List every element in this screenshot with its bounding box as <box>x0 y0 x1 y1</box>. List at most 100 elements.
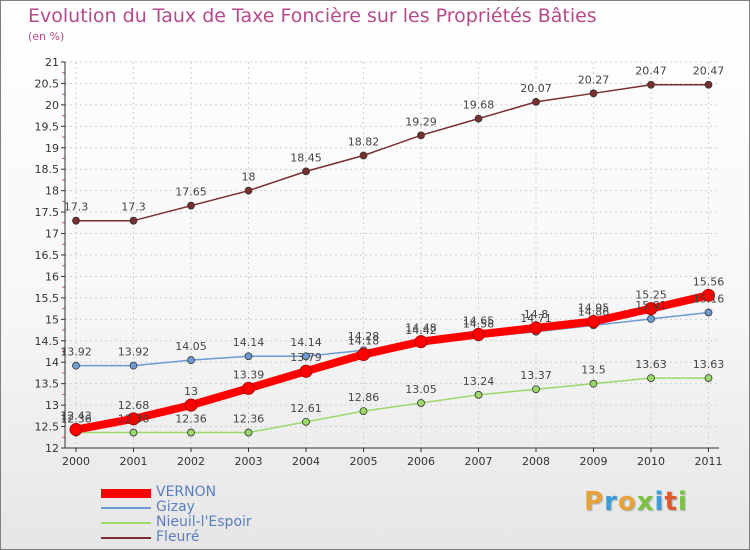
proxiti-logo: Proxiti <box>584 487 688 517</box>
x-tick-label: 2002 <box>177 455 205 468</box>
data-point-gizay <box>129 361 138 370</box>
data-point-nieuil-l-espoir <box>359 407 368 416</box>
data-label-fleur: 20.47 <box>693 65 725 78</box>
data-label-nieuil-l-espoir: 13.63 <box>635 358 667 371</box>
y-tick-label: 19 <box>45 142 59 155</box>
logo-letter: P <box>584 487 605 517</box>
y-tick-label: 15.5 <box>35 292 60 305</box>
data-label-vernon: 14.65 <box>463 314 495 327</box>
data-point-vernon <box>644 302 658 316</box>
data-point-fleur <box>647 80 655 89</box>
data-point-vernon <box>242 381 255 395</box>
data-point-fleur <box>72 216 80 225</box>
y-tick-label: 12 <box>45 442 59 455</box>
data-label-nieuil-l-espoir: 13.5 <box>581 364 606 377</box>
data-point-gizay <box>704 308 713 317</box>
legend-swatch <box>101 507 151 509</box>
data-label-nieuil-l-espoir: 12.36 <box>233 413 265 426</box>
data-label-fleur: 17.3 <box>64 201 89 214</box>
legend-label: Gizay <box>156 499 195 515</box>
data-label-vernon: 12.68 <box>118 399 150 412</box>
y-tick-label: 14.5 <box>35 335 60 348</box>
data-point-fleur <box>474 114 483 123</box>
y-tick-label: 16 <box>45 270 59 283</box>
data-point-fleur <box>244 186 253 195</box>
x-tick-label: 2006 <box>407 455 435 468</box>
logo-letter: o <box>617 487 637 517</box>
data-label-fleur: 19.29 <box>405 115 437 128</box>
data-label-fleur: 17.65 <box>175 186 207 199</box>
y-tick-label: 21 <box>45 56 59 69</box>
data-label-gizay: 15.01 <box>635 299 667 312</box>
data-label-gizay: 14.86 <box>578 305 610 318</box>
data-point-nieuil-l-espoir <box>302 417 310 426</box>
data-point-vernon <box>472 327 485 341</box>
data-point-nieuil-l-espoir <box>187 428 195 437</box>
data-point-vernon <box>184 398 198 412</box>
data-label-fleur: 18 <box>242 171 256 184</box>
data-point-fleur <box>302 167 310 176</box>
data-label-nieuil-l-espoir: 13.63 <box>693 358 725 371</box>
data-label-nieuil-l-espoir: 12.36 <box>60 413 92 426</box>
x-tick-label: 2009 <box>580 455 608 468</box>
data-label-fleur: 18.45 <box>290 151 322 164</box>
data-point-vernon <box>299 364 313 378</box>
data-label-gizay: 13.92 <box>60 346 92 359</box>
data-label-nieuil-l-espoir: 12.61 <box>290 402 322 415</box>
legend-label: Fleuré <box>156 529 200 545</box>
data-label-fleur: 20.07 <box>520 82 552 95</box>
data-label-vernon: 13 <box>184 385 198 398</box>
data-label-gizay: 14.14 <box>233 336 265 349</box>
data-label-vernon: 14.95 <box>578 301 610 314</box>
data-label-gizay: 14.28 <box>348 330 380 343</box>
series-line-fleur <box>75 83 710 222</box>
data-point-nieuil-l-espoir <box>417 399 425 407</box>
data-point-vernon <box>127 412 140 426</box>
data-point-gizay <box>244 352 253 361</box>
y-tick-label: 18 <box>45 185 59 198</box>
data-point-gizay <box>302 352 310 361</box>
logo-letter: i <box>677 487 688 517</box>
grid <box>65 61 719 449</box>
data-label-nieuil-l-espoir: 12.86 <box>348 391 380 404</box>
legend-swatch <box>101 522 151 524</box>
data-label-fleur: 19.68 <box>463 99 495 112</box>
data-label-vernon: 14.48 <box>405 322 437 335</box>
data-point-fleur <box>417 131 425 140</box>
data-label-gizay: 14.71 <box>520 312 552 325</box>
y-tick-label: 19.5 <box>35 120 60 133</box>
data-label-nieuil-l-espoir: 13.05 <box>405 383 437 396</box>
x-tick-label: 2008 <box>522 455 550 468</box>
x-tick-label: 2007 <box>465 455 493 468</box>
data-point-fleur <box>129 216 138 225</box>
series-line-vernon <box>72 291 713 434</box>
data-point-nieuil-l-espoir <box>647 374 655 382</box>
data-label-vernon: 14.8 <box>524 308 549 321</box>
x-tick-label: 2005 <box>350 455 378 468</box>
y-tick-label: 12.5 <box>35 421 60 434</box>
x-tick-label: 2001 <box>120 455 148 468</box>
legend-label: VERNON <box>156 484 217 500</box>
legend-swatch <box>101 488 151 498</box>
legend-swatch <box>101 537 151 539</box>
data-label-gizay: 14.05 <box>175 340 207 353</box>
data-label-vernon: 15.56 <box>693 275 725 288</box>
data-label-vernon: 13.79 <box>290 351 322 364</box>
x-tick-label: 2004 <box>292 455 320 468</box>
data-label-vernon: 12.43 <box>60 410 92 423</box>
data-point-vernon <box>529 321 543 335</box>
data-point-fleur <box>704 80 713 89</box>
data-point-vernon <box>587 314 600 328</box>
y-tick-label: 15 <box>45 313 59 326</box>
x-tick-label: 2010 <box>637 455 665 468</box>
data-label-vernon: 15.25 <box>635 289 667 302</box>
logo-letter: r <box>604 487 618 517</box>
logo-letter: x <box>636 487 655 517</box>
data-label-gizay: 15.16 <box>693 292 725 305</box>
y-tick-label: 20.5 <box>35 77 60 90</box>
chart-subtitle: (en %) <box>28 30 65 43</box>
data-label-fleur: 18.82 <box>348 135 380 148</box>
data-point-fleur <box>532 97 540 106</box>
